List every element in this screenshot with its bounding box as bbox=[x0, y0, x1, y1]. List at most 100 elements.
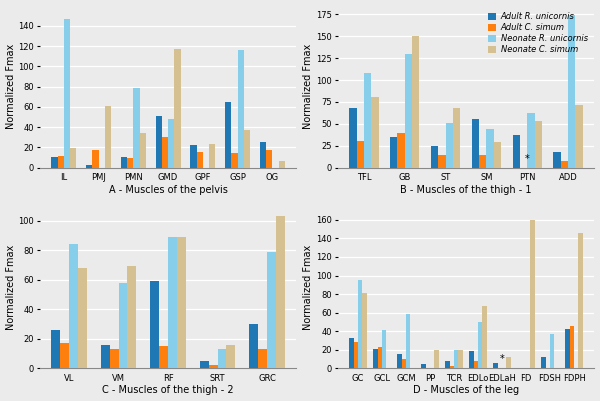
Bar bbox=[101, 344, 110, 368]
Bar bbox=[535, 121, 542, 168]
Legend: Adult R. unicornis, Adult C. simum, Neonate R. unicornis, Neonate C. simum: Adult R. unicornis, Adult C. simum, Neon… bbox=[485, 10, 590, 57]
Bar bbox=[487, 129, 494, 168]
Bar bbox=[362, 293, 367, 368]
Bar bbox=[434, 350, 439, 368]
Bar bbox=[445, 361, 449, 368]
X-axis label: A - Muscles of the pelvis: A - Muscles of the pelvis bbox=[109, 185, 227, 195]
Bar bbox=[86, 164, 92, 168]
Bar bbox=[454, 350, 458, 368]
Bar bbox=[92, 150, 98, 168]
Bar bbox=[159, 346, 168, 368]
Bar bbox=[397, 133, 405, 168]
Bar bbox=[244, 130, 250, 168]
Bar bbox=[60, 343, 69, 368]
Bar bbox=[78, 268, 87, 368]
Bar bbox=[168, 119, 175, 168]
Bar bbox=[58, 156, 64, 168]
Bar bbox=[570, 326, 574, 368]
Bar bbox=[127, 158, 133, 168]
Bar bbox=[446, 123, 453, 168]
Bar bbox=[356, 141, 364, 168]
Bar bbox=[565, 329, 570, 368]
Bar bbox=[162, 137, 168, 168]
Bar bbox=[266, 150, 272, 168]
Bar bbox=[478, 322, 482, 368]
Bar bbox=[69, 244, 78, 368]
Bar bbox=[561, 162, 568, 168]
Bar bbox=[177, 237, 186, 368]
Bar bbox=[52, 158, 58, 168]
Bar bbox=[449, 366, 454, 368]
Bar bbox=[64, 19, 70, 168]
Bar bbox=[190, 145, 197, 168]
Bar bbox=[349, 338, 353, 368]
Y-axis label: Normalized Fmax: Normalized Fmax bbox=[304, 245, 313, 330]
Bar bbox=[431, 146, 438, 168]
Bar bbox=[578, 233, 583, 368]
Bar bbox=[377, 347, 382, 368]
Bar bbox=[553, 152, 561, 168]
Text: *: * bbox=[500, 354, 505, 365]
Bar bbox=[150, 281, 159, 368]
Bar bbox=[527, 113, 535, 168]
Bar bbox=[382, 330, 386, 368]
Bar bbox=[412, 36, 419, 168]
Bar bbox=[479, 155, 487, 168]
Bar bbox=[512, 135, 520, 168]
Bar bbox=[70, 148, 76, 168]
Bar bbox=[406, 314, 410, 368]
Bar bbox=[209, 144, 215, 168]
Bar bbox=[474, 361, 478, 368]
Bar bbox=[358, 280, 362, 368]
Bar bbox=[550, 334, 554, 368]
X-axis label: B - Muscles of the thigh - 1: B - Muscles of the thigh - 1 bbox=[400, 185, 532, 195]
Bar bbox=[568, 15, 575, 168]
X-axis label: D - Muscles of the leg: D - Muscles of the leg bbox=[413, 385, 519, 395]
Bar bbox=[105, 106, 111, 168]
Bar bbox=[258, 349, 267, 368]
Bar bbox=[276, 217, 285, 368]
Bar bbox=[225, 102, 231, 168]
Bar bbox=[493, 363, 498, 368]
Text: *: * bbox=[525, 154, 530, 164]
Bar bbox=[110, 349, 119, 368]
Bar bbox=[52, 330, 60, 368]
Bar bbox=[267, 252, 276, 368]
Bar bbox=[541, 357, 546, 368]
Bar bbox=[371, 97, 379, 168]
Bar bbox=[175, 49, 181, 168]
Bar bbox=[469, 351, 474, 368]
Bar bbox=[260, 142, 266, 168]
Bar bbox=[133, 87, 140, 168]
Bar bbox=[364, 73, 371, 168]
Bar bbox=[530, 220, 535, 368]
Bar bbox=[249, 324, 258, 368]
Bar bbox=[438, 155, 446, 168]
Bar bbox=[155, 116, 162, 168]
Y-axis label: Normalized Fmax: Normalized Fmax bbox=[5, 245, 16, 330]
Bar bbox=[453, 108, 460, 168]
Bar bbox=[127, 266, 136, 368]
Bar bbox=[121, 158, 127, 168]
Bar bbox=[349, 108, 356, 168]
Bar bbox=[197, 152, 203, 168]
Bar bbox=[231, 154, 238, 168]
Bar bbox=[140, 133, 146, 168]
Bar bbox=[119, 283, 127, 368]
Bar bbox=[494, 142, 501, 168]
Bar bbox=[421, 365, 425, 368]
Bar bbox=[575, 105, 583, 168]
Bar bbox=[472, 119, 479, 168]
Bar bbox=[390, 137, 397, 168]
Bar bbox=[238, 50, 244, 168]
Bar bbox=[401, 359, 406, 368]
Bar bbox=[353, 342, 358, 368]
Bar bbox=[278, 160, 285, 168]
Bar bbox=[168, 237, 177, 368]
Bar bbox=[209, 365, 218, 368]
Bar bbox=[506, 357, 511, 368]
Bar bbox=[226, 344, 235, 368]
Y-axis label: Normalized Fmax: Normalized Fmax bbox=[304, 44, 313, 129]
Y-axis label: Normalized Fmax: Normalized Fmax bbox=[5, 44, 16, 129]
Bar bbox=[218, 349, 226, 368]
